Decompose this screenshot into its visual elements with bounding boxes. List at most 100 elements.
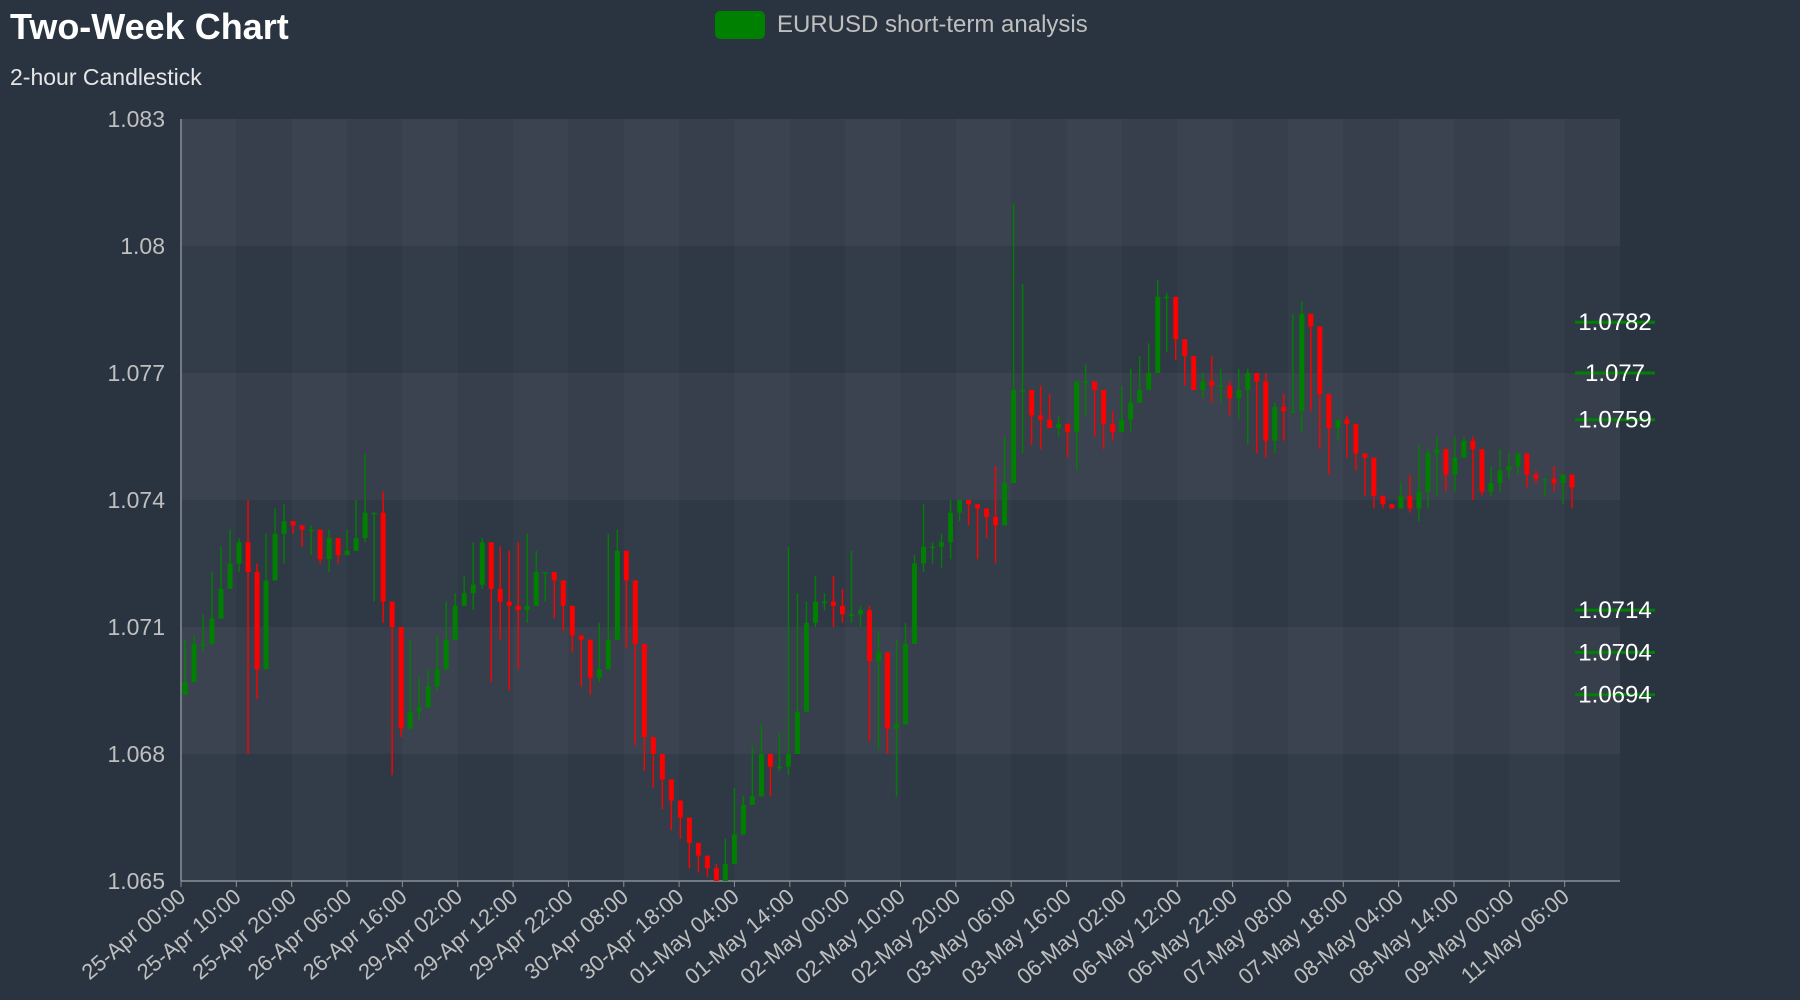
candle-up <box>416 707 422 712</box>
candle-up <box>1560 474 1566 484</box>
candle-up <box>1497 470 1503 484</box>
candle-down <box>1551 478 1557 484</box>
candle-up <box>1200 381 1206 390</box>
candle-up <box>533 571 539 606</box>
candle-down <box>885 652 890 729</box>
candle-down <box>515 605 521 611</box>
candle-down <box>975 504 981 509</box>
candle-up <box>362 512 368 539</box>
candle-down <box>497 588 503 602</box>
candle-up <box>1434 449 1440 454</box>
candle-down <box>569 605 575 636</box>
price-levels: 1.0782 1.077 1.0759 1.0714 1.0704 1.0694 <box>1575 309 1655 709</box>
candle-up <box>1083 381 1089 383</box>
candle-up <box>452 605 458 640</box>
candle-up <box>749 796 755 805</box>
candle-down <box>623 550 629 581</box>
candle-up <box>1425 453 1431 492</box>
candle-down <box>1533 474 1539 479</box>
candle-down <box>560 580 566 606</box>
candle-down <box>1038 415 1044 420</box>
grid-column <box>1399 119 1454 881</box>
candle-up <box>758 754 764 797</box>
candle-up <box>939 542 945 547</box>
y-tick-label: 1.068 <box>107 741 165 767</box>
candle-up <box>1290 411 1296 413</box>
candle-up <box>371 512 377 515</box>
candle-down <box>290 521 296 526</box>
candle-down <box>984 508 990 517</box>
candle-up <box>722 864 728 881</box>
candle-up <box>236 542 242 564</box>
candle-down <box>1470 440 1476 450</box>
candle-down <box>1479 449 1485 492</box>
candle-up <box>948 512 954 543</box>
candle-down <box>1209 381 1215 386</box>
candle-down <box>1110 423 1116 433</box>
candle-up <box>1236 389 1242 399</box>
candle-up <box>470 584 476 594</box>
candle-up <box>326 538 332 560</box>
candle-up <box>785 754 791 767</box>
candle-down <box>1092 381 1098 390</box>
y-tick-labels: 1.065 1.068 1.071 1.074 1.077 1.08 1.083 <box>107 106 165 894</box>
candle-up <box>182 682 188 695</box>
candle-down <box>578 635 584 640</box>
candle-up <box>308 529 314 532</box>
candle-down <box>1344 419 1350 424</box>
candle-up <box>1002 483 1008 526</box>
candle-down <box>254 571 260 670</box>
grid-column <box>624 119 679 881</box>
chart-subtitle: 2-hour Candlestick <box>10 64 202 90</box>
candle-down <box>650 737 656 754</box>
y-tick-label: 1.083 <box>107 106 165 132</box>
grid-band <box>181 627 1620 754</box>
candle-up <box>434 669 440 687</box>
candle-up <box>903 643 908 725</box>
candle-up <box>1056 423 1062 429</box>
candle-up <box>353 538 359 551</box>
candle-up <box>281 521 287 534</box>
chart-title: Two-Week Chart <box>10 6 289 47</box>
y-tick-label: 1.077 <box>107 360 165 386</box>
candle-up <box>272 533 278 581</box>
grid-column <box>1288 119 1343 881</box>
y-tick-label: 1.065 <box>107 868 165 894</box>
candle-up <box>344 550 350 556</box>
candle-up <box>1245 373 1251 390</box>
candle-down <box>1569 474 1575 488</box>
level-label: 1.077 <box>1585 360 1645 387</box>
candle-up <box>1218 385 1224 388</box>
grid-column <box>181 119 236 881</box>
candle-up <box>776 766 782 769</box>
candle-down <box>767 754 773 767</box>
grid-band <box>181 373 1620 500</box>
candle-down <box>695 842 701 856</box>
candle-down <box>867 610 872 661</box>
candle-up <box>731 834 737 865</box>
legend[interactable]: EURUSD short-term analysis <box>715 10 1088 40</box>
candle-up <box>1398 495 1404 509</box>
level-label: 1.0782 <box>1578 309 1651 336</box>
candle-up <box>1416 491 1422 509</box>
candle-up <box>524 605 530 611</box>
candles <box>182 203 1575 881</box>
candle-up <box>912 563 918 644</box>
candle-down <box>1065 423 1071 433</box>
y-tick-label: 1.071 <box>107 614 165 640</box>
candle-up <box>1542 478 1548 481</box>
candle-up <box>1011 389 1017 484</box>
level-label: 1.0759 <box>1578 407 1651 434</box>
candle-down <box>299 525 305 530</box>
candle-down <box>1191 356 1197 390</box>
candle-down <box>587 639 593 678</box>
candle-down <box>668 779 674 801</box>
candle-up <box>479 542 485 585</box>
grid-column <box>1067 119 1122 881</box>
candle-up <box>542 571 548 574</box>
candle-up <box>1074 381 1080 433</box>
candle-down <box>966 500 972 505</box>
candle-up <box>425 686 431 708</box>
candle-up <box>930 546 936 549</box>
candle-down <box>713 868 719 881</box>
